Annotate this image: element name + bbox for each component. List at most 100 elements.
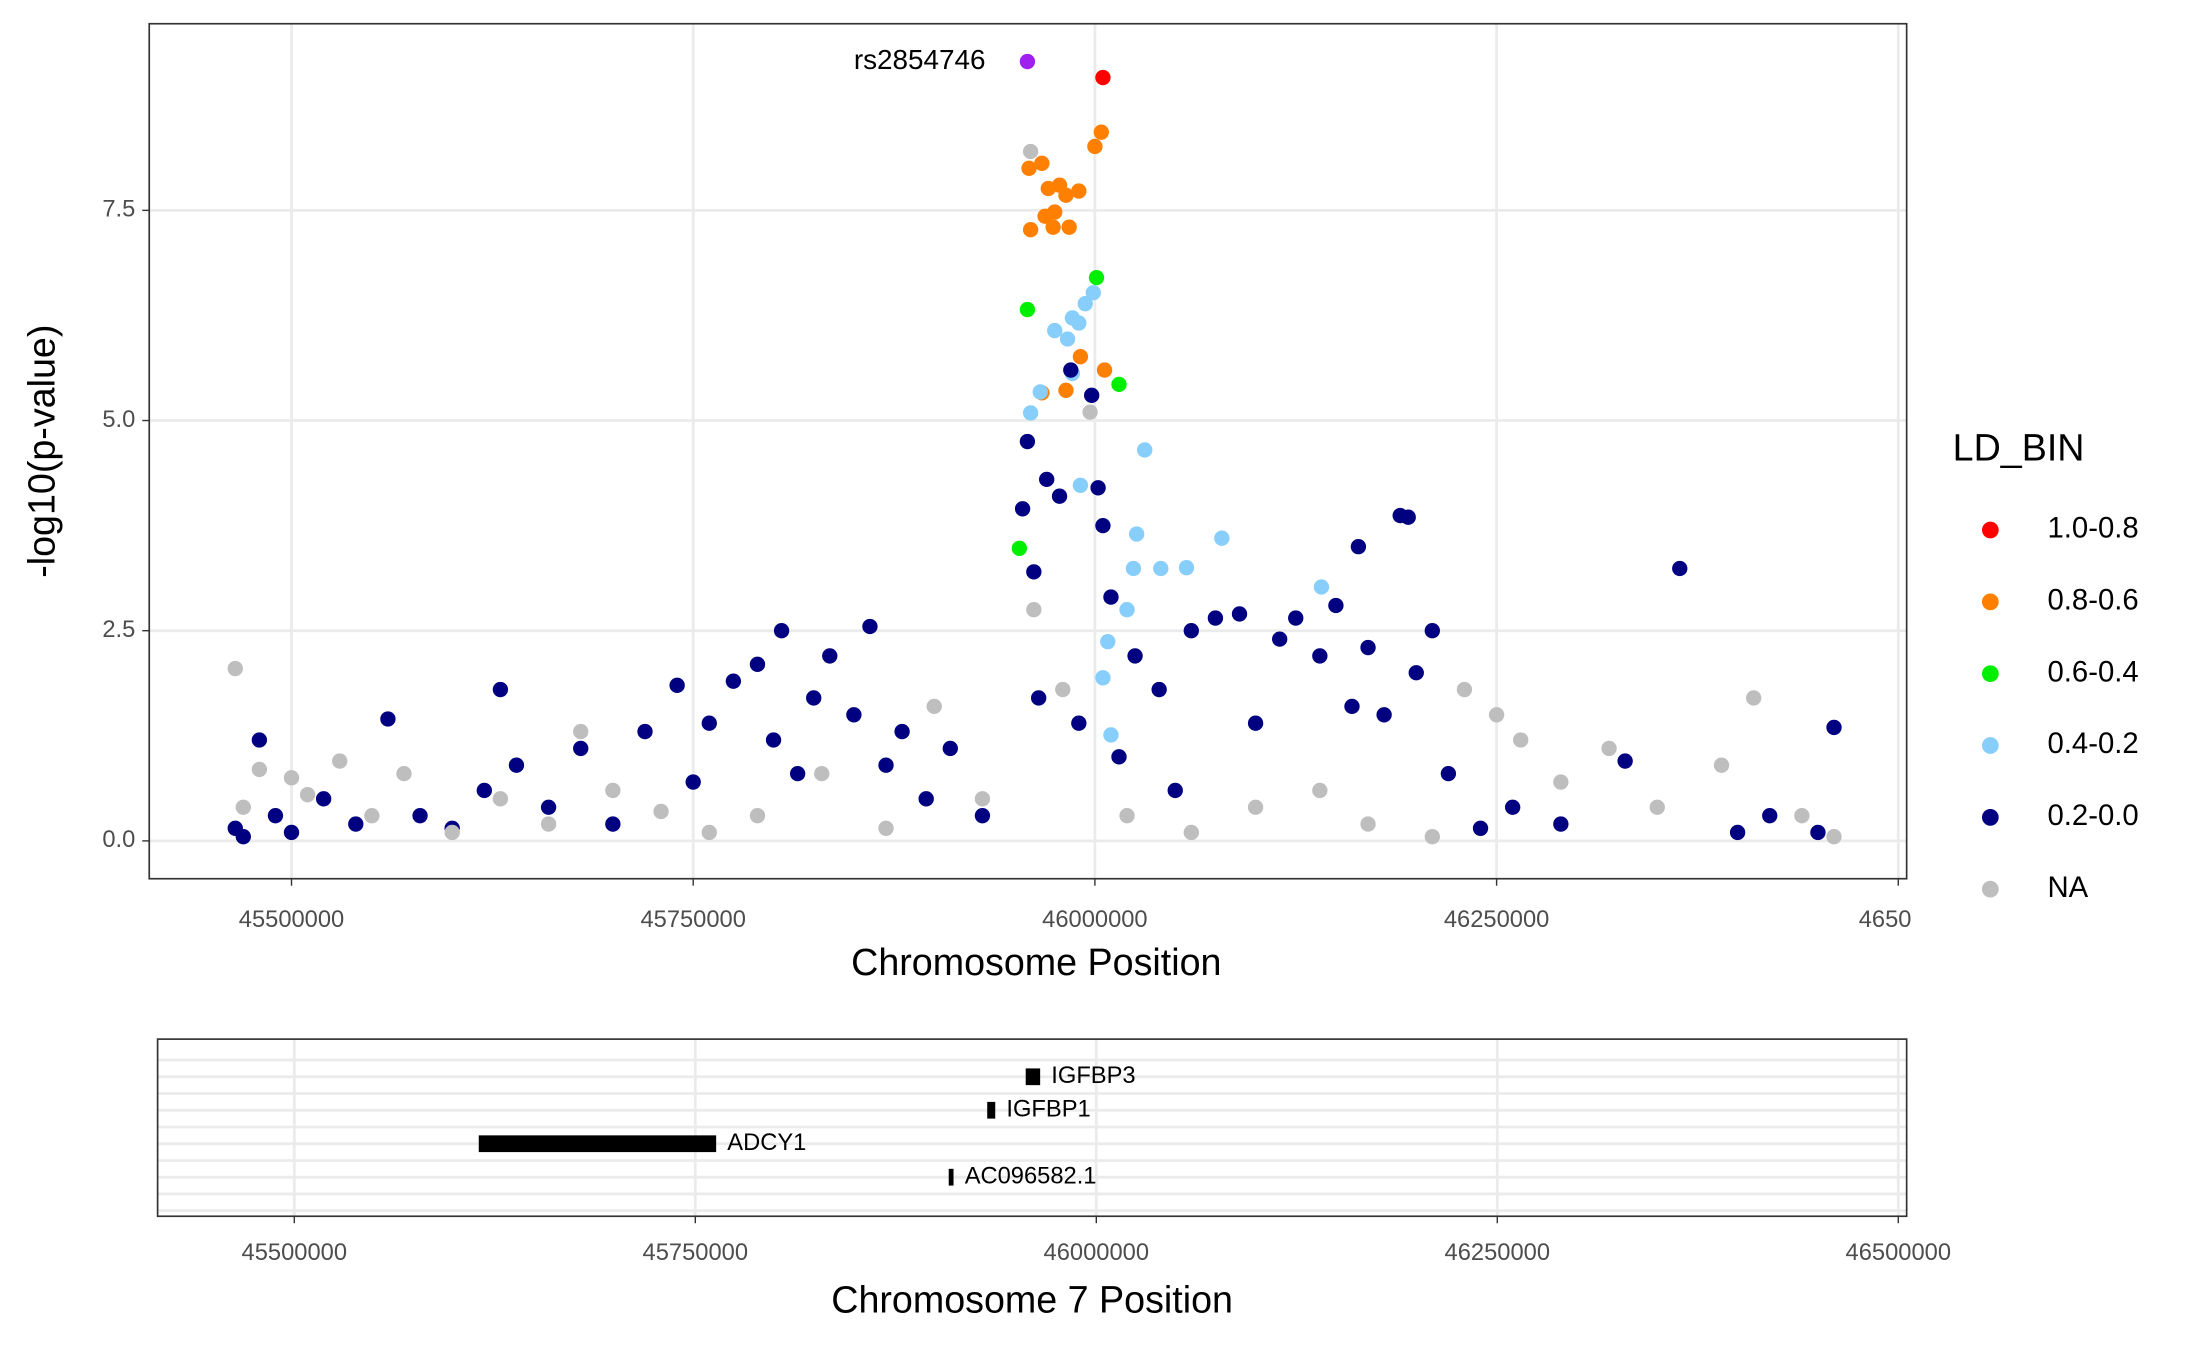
x-tick-label: 46250000 [1444,907,1549,933]
point [1100,633,1116,650]
point [1376,707,1392,723]
point [227,660,243,677]
point [926,698,942,715]
point [806,690,822,706]
point [1051,488,1068,504]
point [1167,782,1183,799]
point [1424,829,1440,845]
point [573,723,589,740]
point [283,824,300,841]
legend-marker [1981,593,1999,611]
point [1030,690,1047,706]
point [1059,331,1076,347]
point [283,770,300,786]
point [1082,404,1098,420]
x-tick-label: 45500000 [242,1240,347,1266]
point [1137,442,1153,458]
legend-background [1910,404,2187,935]
gene [1025,1068,1041,1086]
point [1014,501,1031,517]
point [669,677,685,694]
point [1085,285,1101,301]
legend-title: LD_BIN [1953,426,2085,468]
gene [478,1135,717,1153]
point [1119,602,1135,618]
point [1360,816,1376,832]
point [1207,610,1224,626]
point [1513,732,1529,748]
point [1424,623,1440,639]
point [725,673,742,689]
point [942,740,958,757]
legend-marker [1981,808,1999,826]
point [1093,124,1109,140]
y-tick-label: 2.5 [102,617,135,643]
point [1026,564,1042,580]
lead-point [1019,53,1036,70]
point [492,791,509,807]
point [573,740,589,757]
point [974,791,991,807]
point [412,807,428,824]
legend-marker [1981,880,1999,898]
point [251,761,268,778]
point [1472,820,1489,836]
point [605,782,621,799]
x-tick-label: 46000000 [1042,907,1147,933]
gene-label: IGFBP1 [1006,1097,1090,1123]
point [1022,405,1039,421]
annotation: rs2854746 [854,44,986,75]
point [1247,799,1264,815]
point [1151,681,1167,698]
point [1022,143,1039,160]
point [508,757,525,773]
legend-marker [1981,737,1999,754]
point [605,816,621,832]
point [1040,180,1056,197]
point [1350,538,1367,555]
point [1021,160,1037,176]
point [918,791,934,807]
point [1826,719,1842,736]
point [1649,799,1665,815]
point [1095,517,1111,534]
point [1061,219,1077,235]
point [1087,138,1103,155]
points [227,69,1842,845]
point [1153,560,1169,577]
point [540,799,557,815]
point [1072,348,1089,365]
point [1103,589,1119,605]
point [1095,69,1111,86]
point [1022,222,1039,238]
point [540,816,557,832]
point [315,791,332,807]
point [364,807,380,824]
point [1183,623,1199,639]
point [1247,715,1264,731]
point [1504,799,1521,815]
point [1058,187,1074,203]
point [1095,670,1111,686]
point [1729,824,1746,841]
point [1019,433,1036,450]
point [267,807,284,824]
point [1312,782,1328,799]
legend-label: 0.2-0.0 [2048,799,2139,832]
point [1063,362,1079,378]
point [1125,560,1142,577]
point [1088,269,1105,286]
point [1456,681,1473,698]
point [1039,471,1055,488]
gene-label: IGFBP3 [1051,1063,1135,1089]
y-tick-label: 0.0 [102,827,135,853]
point [1826,829,1842,845]
point [789,765,806,782]
point [1045,219,1061,235]
point [1011,540,1028,556]
legend-marker [1981,521,1999,539]
point [974,807,991,824]
point [1810,824,1826,841]
point [1084,387,1100,403]
